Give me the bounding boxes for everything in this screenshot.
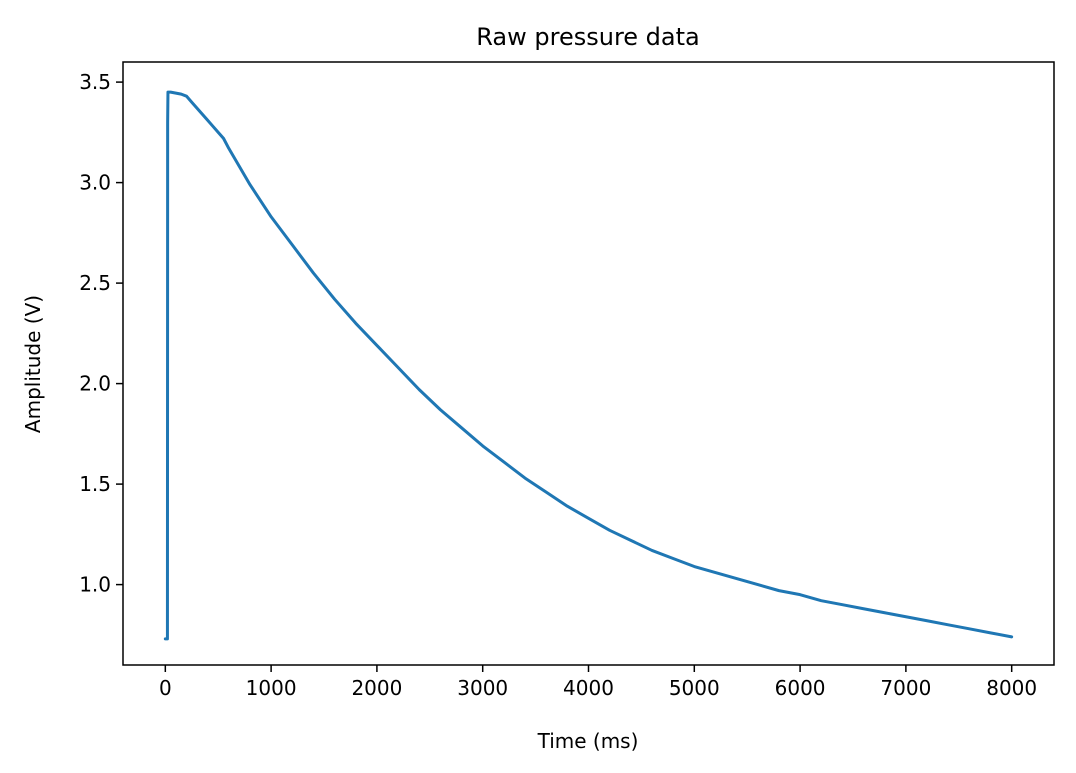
y-axis: 1.0 1.5 2.0 2.5 3.0 3.5 xyxy=(79,70,123,597)
y-tick-label: 2.5 xyxy=(79,271,111,295)
y-tick-label: 2.0 xyxy=(79,372,111,396)
series-layer xyxy=(163,90,1014,641)
x-tick-label: 8000 xyxy=(986,676,1037,700)
x-tick-label: 5000 xyxy=(669,676,720,700)
x-axis: 0 1000 2000 3000 4000 5000 6000 7000 8000 xyxy=(159,665,1037,700)
series-line-0 xyxy=(163,90,1014,641)
y-tick-label: 1.0 xyxy=(79,573,111,597)
y-tick-label: 3.5 xyxy=(79,70,111,94)
x-tick-label: 3000 xyxy=(457,676,508,700)
y-tick-label: 3.0 xyxy=(79,171,111,195)
x-tick-label: 0 xyxy=(159,676,172,700)
y-axis-label: Amplitude (V) xyxy=(21,295,45,433)
x-tick-label: 6000 xyxy=(775,676,826,700)
y-tick-label: 1.5 xyxy=(79,472,111,496)
x-tick-label: 1000 xyxy=(246,676,297,700)
chart-title: Raw pressure data xyxy=(476,23,699,51)
x-axis-label: Time (ms) xyxy=(537,729,639,753)
x-tick-label: 7000 xyxy=(880,676,931,700)
x-tick-label: 4000 xyxy=(563,676,614,700)
x-tick-label: 2000 xyxy=(351,676,402,700)
